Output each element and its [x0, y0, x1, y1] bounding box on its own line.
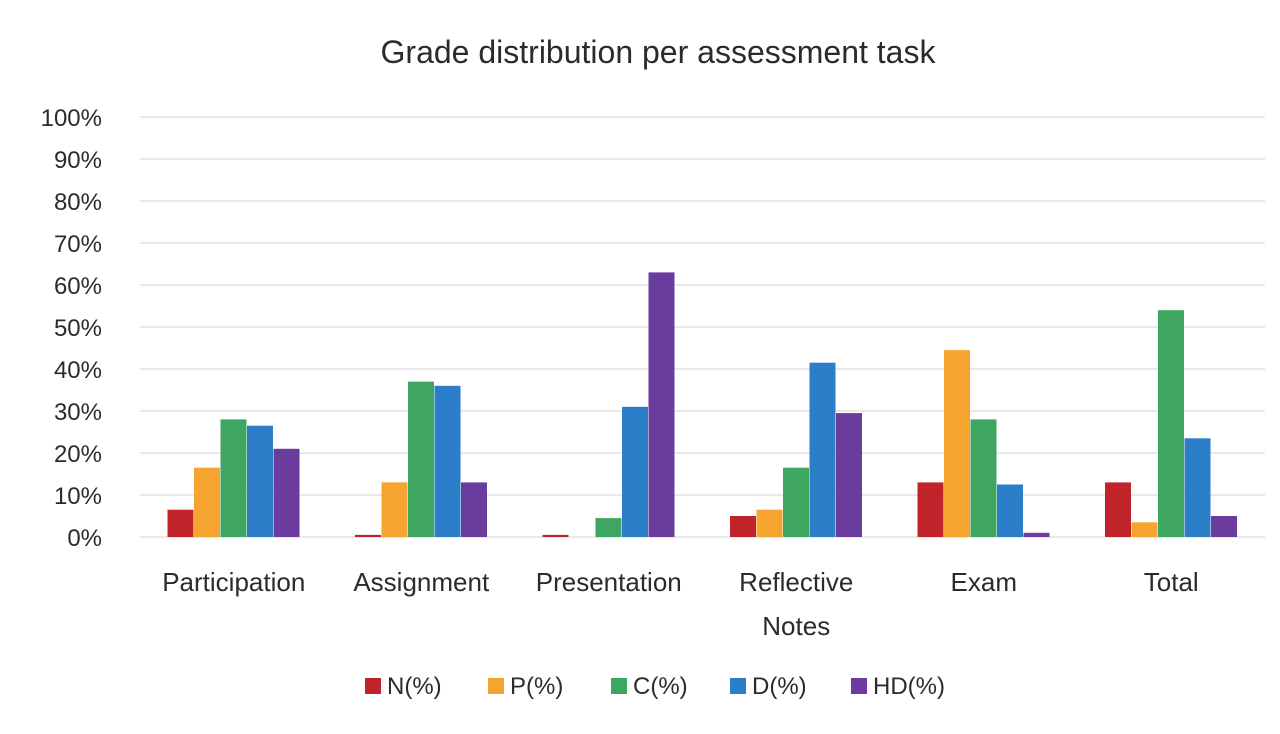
x-category-label: Notes [762, 611, 830, 641]
y-tick-label: 80% [54, 189, 102, 216]
bar-d-0 [247, 425, 273, 537]
bar-d-2 [622, 406, 648, 537]
legend-label: N(%) [387, 673, 442, 700]
legend-swatch [488, 678, 504, 694]
x-category-label: Reflective [739, 567, 853, 597]
gridlines [140, 116, 1265, 538]
bar-c-3 [783, 467, 809, 537]
bar-p-5 [1131, 522, 1158, 537]
bar-hd-0 [273, 448, 300, 537]
bar-p-3 [756, 509, 783, 537]
bar-d-4 [997, 484, 1023, 537]
bars [167, 272, 1237, 537]
x-category-label: Presentation [536, 567, 682, 597]
bar-c-5 [1158, 310, 1184, 537]
bar-c-2 [595, 518, 622, 537]
y-tick-label: 40% [54, 357, 102, 384]
x-axis-category-labels: Participation Assignment Presentation Refle… [162, 567, 1199, 641]
bar-hd-1 [461, 482, 487, 537]
bar-n-5 [1105, 482, 1131, 537]
legend-label: HD(%) [873, 673, 945, 700]
bar-d-5 [1184, 438, 1211, 537]
legend-swatch [611, 678, 627, 694]
bar-c-0 [220, 419, 247, 537]
legend-swatch [365, 678, 381, 694]
legend-label: C(%) [633, 673, 688, 700]
bar-p-4 [944, 350, 970, 537]
bar-hd-3 [836, 413, 862, 537]
bar-c-1 [408, 381, 434, 537]
legend: N(%) P(%) C(%) D(%) HD(%) [365, 673, 945, 700]
chart-title: Grade distribution per assessment task [381, 34, 937, 70]
y-tick-label: 90% [54, 147, 102, 174]
y-tick-label: 0% [67, 525, 102, 552]
bar-n-4 [917, 482, 944, 537]
bar-hd-4 [1023, 532, 1050, 537]
bar-hd-5 [1211, 516, 1237, 537]
bar-d-3 [809, 362, 836, 537]
bar-n-2 [542, 534, 569, 537]
bar-p-1 [381, 482, 408, 537]
x-category-label: Assignment [353, 567, 490, 597]
bar-hd-2 [648, 272, 675, 537]
y-tick-label: 30% [54, 399, 102, 426]
y-axis-tick-labels: 0% 10% 20% 30% 40% 50% 60% 70% 80% 90% 100% [41, 105, 102, 552]
legend-label: P(%) [510, 673, 563, 700]
legend-label: D(%) [752, 673, 807, 700]
legend-swatch [851, 678, 867, 694]
y-tick-label: 50% [54, 315, 102, 342]
bar-d-1 [434, 385, 461, 537]
legend-swatch [730, 678, 746, 694]
y-tick-label: 20% [54, 441, 102, 468]
x-category-label: Exam [951, 567, 1017, 597]
y-tick-label: 10% [54, 483, 102, 510]
x-category-label: Total [1144, 567, 1199, 597]
bar-c-4 [970, 419, 997, 537]
bar-n-0 [167, 509, 194, 537]
bar-p-0 [194, 467, 220, 537]
y-tick-label: 100% [41, 105, 102, 132]
bar-n-1 [355, 534, 381, 537]
y-tick-label: 60% [54, 273, 102, 300]
x-category-label: Participation [162, 567, 305, 597]
bar-n-3 [730, 516, 756, 537]
y-tick-label: 70% [54, 231, 102, 258]
